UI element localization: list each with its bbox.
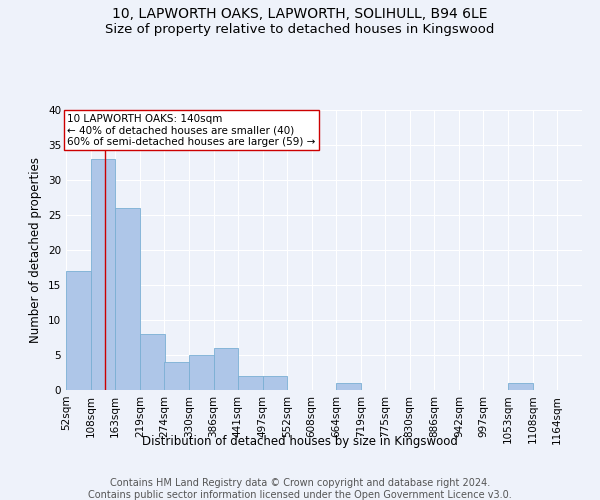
Bar [115, 208, 140, 390]
Y-axis label: Number of detached properties: Number of detached properties [29, 157, 43, 343]
Text: Distribution of detached houses by size in Kingswood: Distribution of detached houses by size … [142, 435, 458, 448]
Text: 10, LAPWORTH OAKS, LAPWORTH, SOLIHULL, B94 6LE: 10, LAPWORTH OAKS, LAPWORTH, SOLIHULL, B… [112, 8, 488, 22]
Bar [189, 355, 214, 390]
Text: 10 LAPWORTH OAKS: 140sqm
← 40% of detached houses are smaller (40)
60% of semi-d: 10 LAPWORTH OAKS: 140sqm ← 40% of detach… [67, 114, 316, 146]
Bar [214, 348, 238, 390]
Text: Contains HM Land Registry data © Crown copyright and database right 2024.: Contains HM Land Registry data © Crown c… [110, 478, 490, 488]
Bar [238, 376, 263, 390]
Text: Contains public sector information licensed under the Open Government Licence v3: Contains public sector information licen… [88, 490, 512, 500]
Bar [263, 376, 287, 390]
Bar [508, 383, 533, 390]
Bar [164, 362, 189, 390]
Bar [66, 271, 91, 390]
Bar [140, 334, 164, 390]
Bar [337, 383, 361, 390]
Text: Size of property relative to detached houses in Kingswood: Size of property relative to detached ho… [106, 22, 494, 36]
Bar [91, 159, 115, 390]
